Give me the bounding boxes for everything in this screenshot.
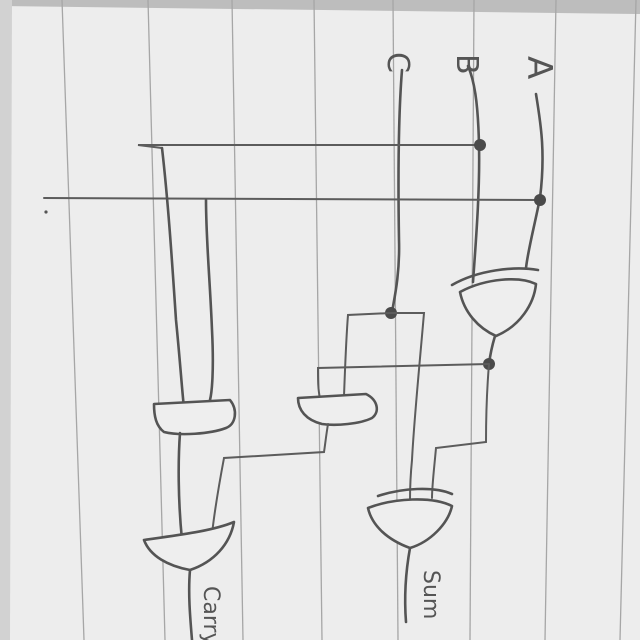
and-gate-2-body [296,392,379,427]
xor-gate-1-back-arc [450,267,540,287]
output-label-sum: Sum [418,570,443,619]
wire-and1-output [177,431,184,542]
or-gate-body [142,520,236,572]
wire-xor1-to-and2 [316,363,490,399]
paper-speck [44,210,48,214]
rule-line [313,0,323,640]
rule-line [231,0,244,640]
rule-line [544,0,557,640]
and-gate-2 [296,392,379,427]
wire-c-branch [343,312,392,397]
junction-dot [474,139,486,151]
xor-gate-1-body [458,278,538,338]
wire-input-c [390,68,404,314]
input-label-a: A [519,56,559,79]
rule-line [61,0,85,640]
output-label-carry: Carry [198,586,223,640]
rule-line [469,0,475,640]
xor-gate-2 [366,487,454,550]
page-shadow-left [0,0,12,640]
or-gate [142,520,236,572]
wire-and1-input-1 [160,146,186,410]
xor-gate-1 [450,267,540,338]
and-gate-1-body [152,398,237,436]
xor-gate-2-body [366,498,454,550]
wire-and1-input-2 [204,198,215,402]
wire-sum-output [403,546,412,624]
input-label-c: C [380,52,415,73]
wire-tap-b [137,144,481,149]
rule-line [147,0,166,640]
input-label-b: B [449,54,484,75]
junction-dot [534,194,546,206]
wire-carry-output [187,568,194,640]
wire-xor1-to-xor2 [431,363,490,499]
rule-line [619,0,637,640]
wire-and2-output [211,423,329,535]
xor-gate-2-back-arc [376,487,454,498]
wire-tap-a [43,197,541,201]
page-shadow-top [0,0,640,14]
wire-c-to-xor2 [390,312,426,501]
and-gate-1 [152,398,237,436]
